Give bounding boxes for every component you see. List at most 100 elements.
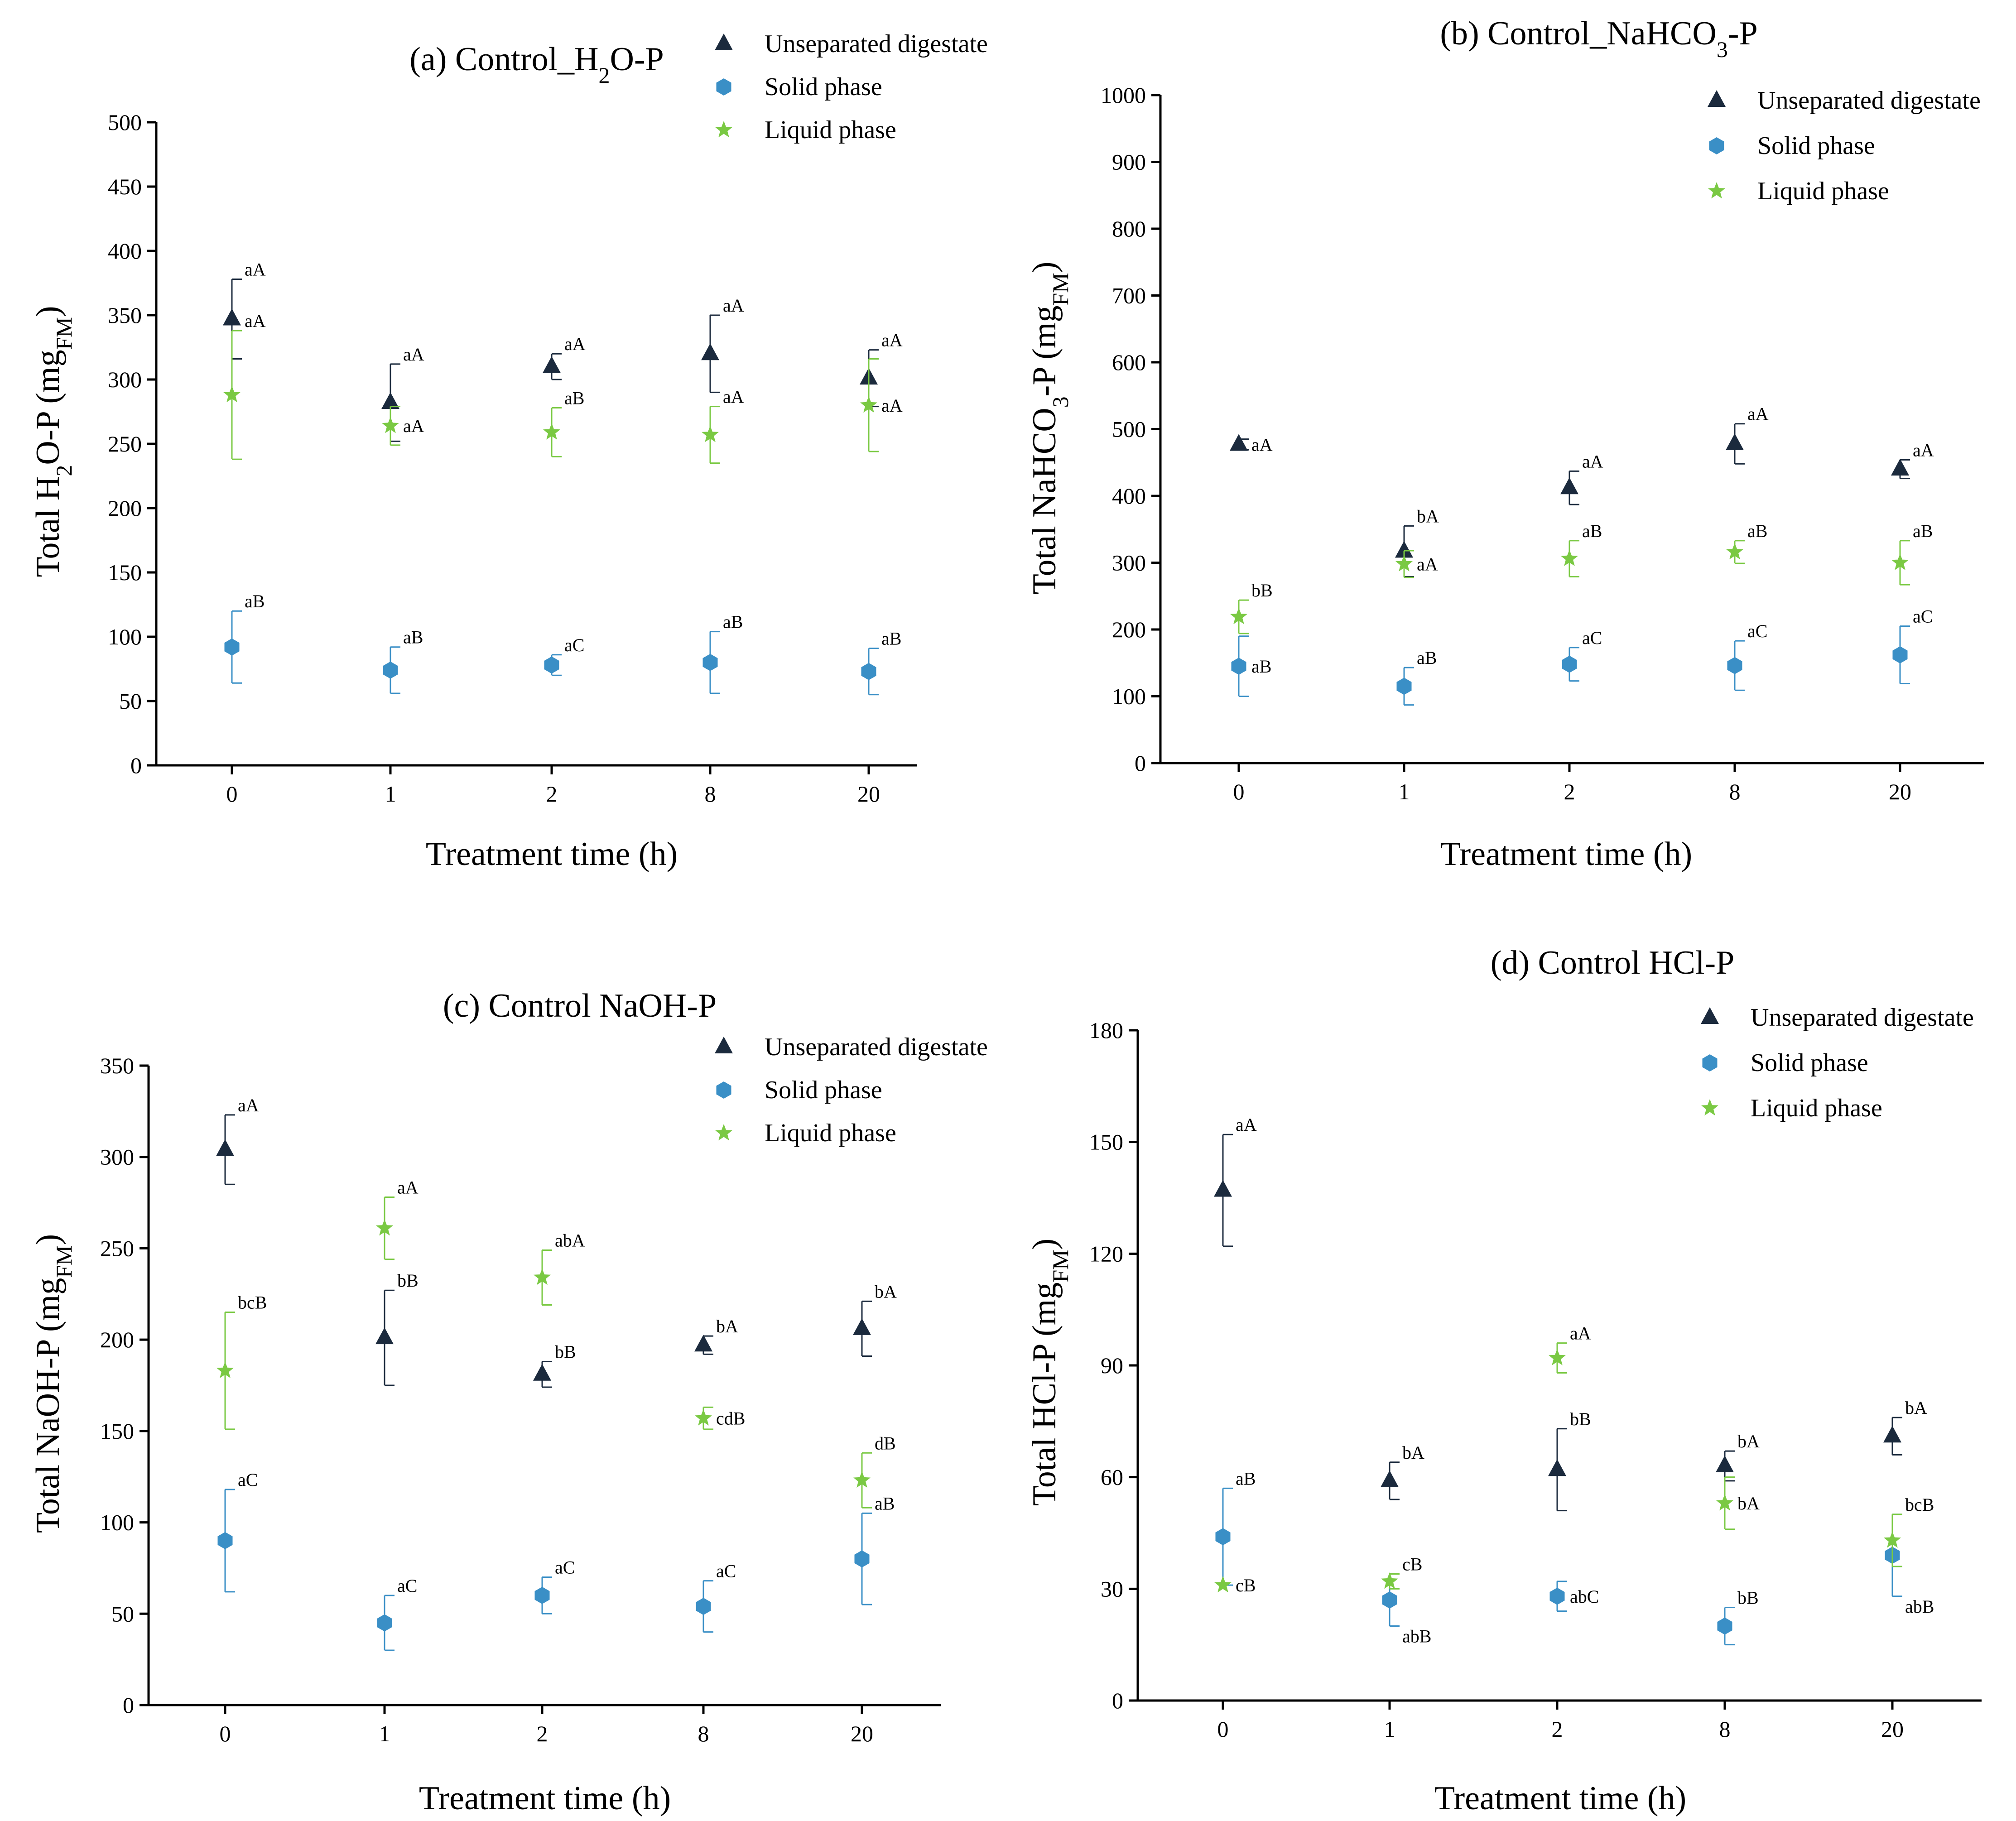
y-tick-label: 120 bbox=[1089, 1241, 1123, 1266]
unseparated-point bbox=[1230, 434, 1248, 451]
panel-c-xlabel: Treatment time (h) bbox=[419, 1780, 671, 1817]
y-tick-label: 1000 bbox=[1101, 82, 1146, 108]
panel-a-title: (a) Control_H2O-P bbox=[409, 41, 664, 88]
legend-solid-marker bbox=[1702, 1054, 1718, 1071]
liquid-point bbox=[223, 386, 241, 403]
significance-label: aB bbox=[1913, 521, 1933, 541]
significance-label: bA bbox=[1417, 506, 1439, 526]
significance-label: cdB bbox=[716, 1408, 745, 1429]
plot-area-a: 0 50 100 150 200 250 300 350 400 450 500 0 1 2 8 20 aA aA… bbox=[108, 30, 988, 807]
significance-label: aB bbox=[1582, 521, 1602, 541]
panel-d: 0 30 60 90 120 150 180 0 1 2 8 20 aA bA bB bA bA aB abB abC… bbox=[1026, 944, 1982, 1817]
significance-label: aB bbox=[723, 612, 743, 632]
significance-label: aA bbox=[1251, 434, 1273, 455]
y-tick-label: 0 bbox=[130, 753, 142, 778]
legend-liquid-marker bbox=[715, 1124, 732, 1141]
significance-label: aC bbox=[564, 635, 584, 655]
significance-label: aA bbox=[403, 344, 424, 365]
solid-point bbox=[702, 653, 718, 671]
x-tick-label: 8 bbox=[705, 781, 716, 807]
liquid-point bbox=[1395, 555, 1413, 572]
significance-label: aA bbox=[881, 330, 903, 351]
legend-unseparated-marker bbox=[1701, 1007, 1719, 1024]
y-tick-label: 90 bbox=[1101, 1353, 1123, 1378]
y-tick-label: 350 bbox=[108, 303, 142, 328]
significance-label: aC bbox=[238, 1470, 258, 1490]
legend-liquid-marker bbox=[715, 121, 732, 138]
panel-d-xlabel: Treatment time (h) bbox=[1434, 1780, 1686, 1817]
plot-area-b: 0 100 200 300 400 500 600 700 800 900 1000 0 1 2 8 20 aA… bbox=[1101, 82, 1984, 804]
significance-label: aC bbox=[716, 1561, 736, 1581]
panel-c: 0 50 100 150 200 250 300 350 0 1 2 8 20 aA bB bB bA bA aC a… bbox=[29, 987, 988, 1817]
legend-solid-label: Solid phase bbox=[765, 73, 882, 101]
significance-label: bB bbox=[1251, 580, 1273, 601]
panel-c-ylabel: Total NaOH-P (mgFM) bbox=[29, 1234, 77, 1533]
liquid-point bbox=[217, 1361, 234, 1378]
y-tick-label: 150 bbox=[1089, 1129, 1123, 1155]
significance-label: cB bbox=[1402, 1554, 1422, 1574]
solid-point bbox=[1562, 655, 1577, 673]
legend-liquid-label: Liquid phase bbox=[1751, 1094, 1882, 1122]
x-tick-label: 8 bbox=[1719, 1716, 1731, 1742]
significance-label: bB bbox=[1737, 1587, 1759, 1608]
y-tick-label: 100 bbox=[100, 1510, 134, 1535]
significance-label: aB bbox=[245, 591, 265, 611]
significance-label: aA bbox=[397, 1177, 419, 1197]
panel-a: 0 50 100 150 200 250 300 350 400 450 500 0 1 2 8 20 aA aA… bbox=[29, 30, 988, 873]
liquid-point bbox=[1726, 543, 1743, 560]
y-tick-label: 700 bbox=[1112, 283, 1146, 308]
plot-area-c: 0 50 100 150 200 250 300 350 0 1 2 8 20 aA bB bB bA bA aC a… bbox=[100, 1033, 988, 1746]
significance-label: bcB bbox=[238, 1292, 267, 1313]
significance-label: bA bbox=[716, 1316, 738, 1336]
solid-point bbox=[217, 1532, 233, 1549]
solid-point bbox=[534, 1586, 550, 1604]
x-tick-label: 20 bbox=[1881, 1716, 1904, 1742]
legend-unseparated-marker bbox=[715, 34, 733, 50]
y-tick-label: 50 bbox=[119, 688, 142, 714]
y-tick-label: 450 bbox=[108, 174, 142, 199]
legend-solid-label: Solid phase bbox=[1757, 132, 1875, 160]
x-tick-label: 20 bbox=[857, 781, 880, 807]
y-tick-label: 100 bbox=[108, 624, 142, 649]
significance-label: aA bbox=[403, 416, 424, 436]
liquid-point bbox=[1891, 553, 1909, 570]
unseparated-point bbox=[1548, 1459, 1566, 1476]
y-tick-label: 200 bbox=[1112, 617, 1146, 642]
significance-label: aC bbox=[1582, 628, 1602, 648]
significance-label: aB bbox=[564, 388, 584, 408]
legend-liquid-marker bbox=[1701, 1099, 1718, 1116]
significance-label: aA bbox=[1913, 440, 1934, 460]
solid-point bbox=[1382, 1591, 1397, 1609]
y-tick-label: 400 bbox=[108, 238, 142, 264]
y-tick-label: 100 bbox=[1112, 684, 1146, 709]
panel-b-xlabel: Treatment time (h) bbox=[1440, 836, 1692, 873]
significance-label: aA bbox=[564, 334, 586, 354]
x-tick-label: 2 bbox=[1552, 1716, 1563, 1742]
x-tick-label: 1 bbox=[1384, 1716, 1395, 1742]
panel-d-ylabel: Total HCl-P (mgFM) bbox=[1026, 1239, 1073, 1506]
panel-c-title: (c) Control NaOH-P bbox=[443, 987, 717, 1024]
significance-label: aC bbox=[397, 1576, 417, 1596]
x-tick-label: 8 bbox=[698, 1721, 709, 1746]
significance-label: aB bbox=[881, 629, 901, 649]
legend-solid-marker bbox=[716, 78, 731, 96]
y-tick-label: 250 bbox=[100, 1235, 134, 1261]
y-tick-label: 200 bbox=[100, 1327, 134, 1352]
significance-label: aA bbox=[1417, 554, 1438, 574]
y-tick-label: 800 bbox=[1112, 216, 1146, 241]
unseparated-point bbox=[216, 1139, 234, 1156]
liquid-point bbox=[1214, 1576, 1232, 1593]
significance-label: aB bbox=[1417, 648, 1437, 668]
liquid-point bbox=[376, 1219, 393, 1236]
plot-area-d: 0 30 60 90 120 150 180 0 1 2 8 20 aA bA bB bA bA aB abB abC… bbox=[1089, 1004, 1982, 1742]
solid-point bbox=[861, 663, 876, 680]
significance-label: aC bbox=[555, 1557, 575, 1578]
y-tick-label: 0 bbox=[1112, 1688, 1123, 1713]
significance-label: bA bbox=[875, 1281, 897, 1302]
x-tick-label: 0 bbox=[226, 781, 238, 807]
solid-point bbox=[377, 1614, 392, 1632]
significance-label: aA bbox=[1236, 1115, 1257, 1135]
significance-label: aB bbox=[875, 1493, 895, 1513]
x-tick-label: 2 bbox=[537, 1721, 548, 1746]
panel-b: 0 100 200 300 400 500 600 700 800 900 1000 0 1 2 8 20 aA… bbox=[1026, 15, 1984, 873]
